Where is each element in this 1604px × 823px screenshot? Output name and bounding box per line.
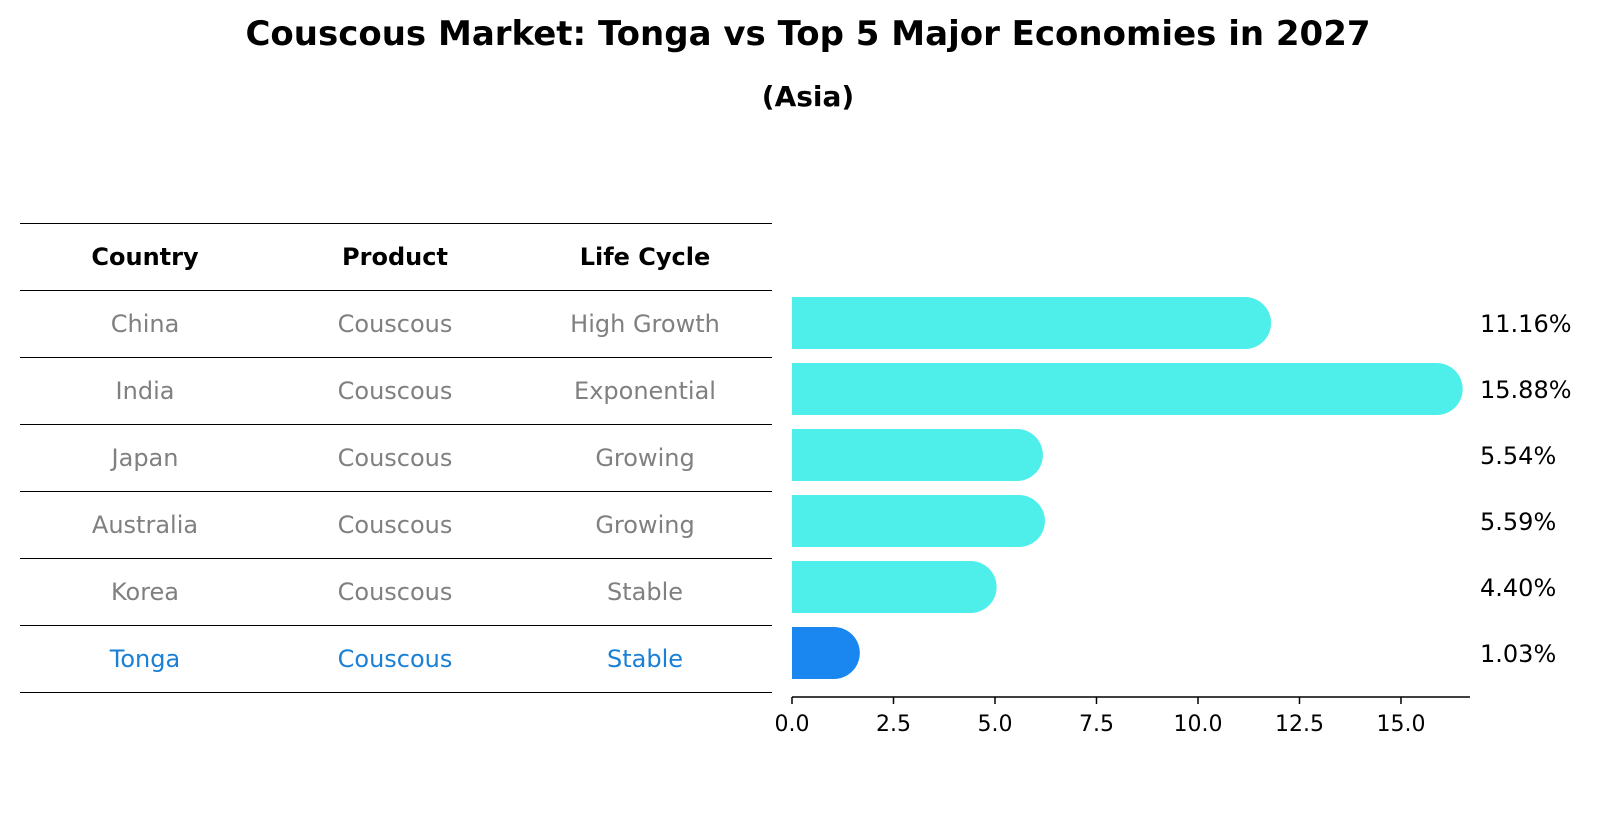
cell-life-cycle: Growing bbox=[595, 511, 695, 539]
cell-product: Couscous bbox=[337, 310, 453, 338]
x-tick-label: 0.0 bbox=[775, 712, 810, 737]
cell-life-cycle: High Growth bbox=[570, 310, 720, 338]
value-label-china: 11.16% bbox=[1480, 310, 1572, 338]
cell-life-cycle: Growing bbox=[595, 444, 695, 472]
table-row: Japan Couscous Growing bbox=[20, 425, 772, 492]
value-label-korea: 4.40% bbox=[1480, 574, 1556, 602]
value-label-india: 15.88% bbox=[1480, 376, 1572, 404]
chart-title: Couscous Market: Tonga vs Top 5 Major Ec… bbox=[245, 14, 1371, 54]
cell-product: Couscous bbox=[337, 377, 453, 405]
value-label-japan: 5.54% bbox=[1480, 442, 1556, 470]
value-label-tonga: 1.03% bbox=[1480, 640, 1556, 668]
header-country: Country bbox=[91, 243, 199, 271]
table-row-highlight: Tonga Couscous Stable bbox=[20, 626, 772, 693]
value-label-australia: 5.59% bbox=[1480, 508, 1556, 536]
cell-country: Japan bbox=[111, 444, 179, 472]
x-tick-label: 2.5 bbox=[876, 712, 911, 737]
cell-life-cycle: Exponential bbox=[574, 377, 716, 405]
cell-country: Australia bbox=[91, 511, 199, 539]
cell-product: Couscous bbox=[337, 444, 453, 472]
cell-product: Couscous bbox=[337, 645, 453, 673]
x-tick-label: 7.5 bbox=[1079, 712, 1114, 737]
cell-product: Couscous bbox=[337, 511, 453, 539]
table-row: Korea Couscous Stable bbox=[20, 559, 772, 626]
cell-country: Tonga bbox=[109, 645, 181, 673]
bar-australia bbox=[792, 495, 1045, 547]
x-tick-label: 12.5 bbox=[1275, 712, 1324, 737]
bar-korea bbox=[792, 561, 997, 613]
table-header-row: Country Product Life Cycle bbox=[20, 223, 772, 291]
cell-life-cycle: Stable bbox=[606, 578, 684, 606]
x-tick-label: 5.0 bbox=[977, 712, 1012, 737]
data-table: Country Product Life Cycle China Couscou… bbox=[20, 223, 772, 693]
cell-country: Korea bbox=[110, 578, 180, 606]
chart-subtitle: (Asia) bbox=[761, 80, 855, 113]
table-row: China Couscous High Growth bbox=[20, 291, 772, 358]
header-life-cycle: Life Cycle bbox=[579, 243, 711, 271]
cell-country: China bbox=[110, 310, 180, 338]
cell-country: India bbox=[115, 377, 175, 405]
bar-india bbox=[792, 363, 1463, 415]
bar-tonga bbox=[792, 627, 860, 679]
bar-china bbox=[792, 297, 1272, 349]
table-row: India Couscous Exponential bbox=[20, 358, 772, 425]
header-product: Product bbox=[342, 243, 448, 271]
cell-life-cycle: Stable bbox=[606, 645, 684, 673]
x-tick-label: 15.0 bbox=[1376, 712, 1425, 737]
x-tick-label: 10.0 bbox=[1173, 712, 1222, 737]
bar-japan bbox=[792, 429, 1043, 481]
table-row: Australia Couscous Growing bbox=[20, 492, 772, 559]
cell-product: Couscous bbox=[337, 578, 453, 606]
